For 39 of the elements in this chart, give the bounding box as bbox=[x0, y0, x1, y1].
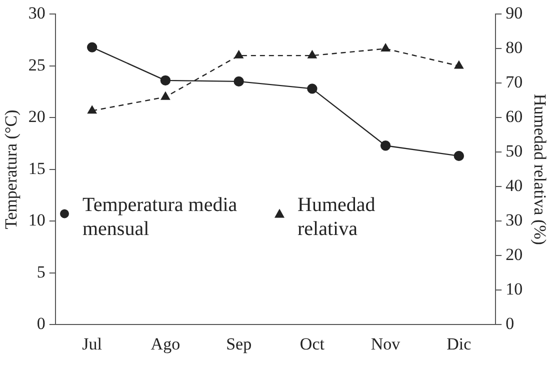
y-axis-title: Temperatura (°C) bbox=[2, 110, 21, 230]
y-tick-label: 20 bbox=[28, 107, 46, 126]
y2-tick-label: 50 bbox=[506, 142, 523, 161]
y2-tick-label: 0 bbox=[506, 314, 514, 334]
y-tick-label: 10 bbox=[28, 210, 46, 230]
point bbox=[454, 150, 464, 162]
point bbox=[88, 106, 97, 114]
point bbox=[234, 76, 244, 87]
y-tick-label: 25 bbox=[28, 55, 46, 74]
y-tick-label: 15 bbox=[28, 158, 46, 178]
point bbox=[160, 92, 170, 100]
y2-tick-label: 90 bbox=[506, 4, 523, 23]
point bbox=[86, 42, 98, 52]
legend-label: Humedad relativa bbox=[298, 194, 376, 240]
y-tick-label: 0 bbox=[36, 314, 46, 334]
point bbox=[380, 140, 391, 151]
y2-tick-label: 70 bbox=[506, 72, 523, 92]
y2-axis-title: Humedad relativa (%) bbox=[530, 94, 550, 245]
x-tick-label: Dic bbox=[446, 334, 472, 354]
point bbox=[454, 60, 464, 69]
y2-tick-label: 30 bbox=[506, 210, 523, 230]
y2-tick-label: 60 bbox=[506, 107, 523, 126]
legend-label: Temperatura media mensual bbox=[82, 194, 238, 240]
x-tick-label: Oct bbox=[300, 334, 325, 354]
y-tick-label: 30 bbox=[28, 4, 46, 23]
y-tick-label: 5 bbox=[36, 262, 46, 282]
point bbox=[234, 50, 244, 58]
x-tick-label: Jul bbox=[82, 334, 102, 354]
y2-tick-label: 20 bbox=[506, 245, 523, 264]
point bbox=[307, 84, 318, 94]
x-tick-label: Ago bbox=[150, 334, 180, 354]
y2-tick-label: 10 bbox=[506, 280, 523, 299]
x-tick-label: Sep bbox=[226, 334, 252, 354]
x-tick-label: Nov bbox=[370, 334, 401, 354]
point bbox=[381, 44, 390, 52]
point bbox=[160, 75, 171, 86]
point bbox=[308, 50, 317, 58]
y2-tick-label: 40 bbox=[506, 176, 523, 196]
y2-tick-label: 80 bbox=[506, 38, 523, 58]
